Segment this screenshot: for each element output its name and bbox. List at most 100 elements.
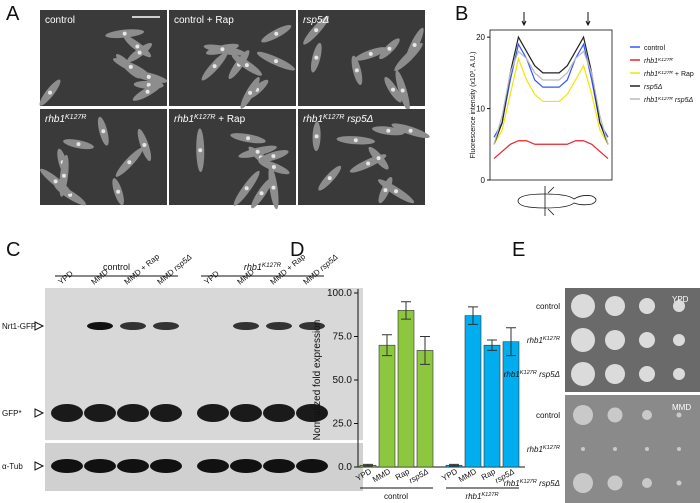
label-part: rhb1 <box>504 370 520 379</box>
panel-label: E <box>512 239 525 261</box>
colony-spot <box>642 478 652 488</box>
vacuole <box>366 161 371 166</box>
trace <box>493 42 609 138</box>
label-part: control <box>103 262 130 272</box>
band-label: α-Tub <box>2 462 23 471</box>
label-part: rhb1 <box>527 445 543 454</box>
label-part: control <box>644 45 665 52</box>
label-part: rhb1 <box>644 71 658 78</box>
vacuole <box>128 64 133 69</box>
label-part: rhb1 <box>527 336 543 345</box>
vacuole <box>212 64 217 69</box>
vacuole <box>142 142 147 147</box>
band <box>117 459 149 473</box>
vacuole <box>146 82 151 87</box>
label-part: + Rap <box>215 114 245 125</box>
label-part: rsp5Δ <box>344 114 373 125</box>
vacuole <box>271 154 276 159</box>
colony-spot <box>673 334 685 346</box>
bar <box>502 341 520 468</box>
lane-label: MMD rsp5Δ <box>156 252 194 286</box>
lane-label: YPD <box>203 269 222 287</box>
trace <box>493 140 609 160</box>
colony-spot <box>676 480 682 486</box>
band-marker <box>34 408 45 418</box>
error-bar <box>401 301 411 320</box>
x-tick-label: YPD <box>440 467 459 483</box>
vacuole <box>376 156 381 161</box>
vacuole <box>383 188 388 193</box>
vacuole <box>408 128 413 133</box>
error-bar <box>506 327 516 357</box>
colony-spot <box>676 412 682 418</box>
image-label: rsp5Δ <box>303 15 329 26</box>
band <box>230 459 262 473</box>
label-part: YPD <box>57 269 76 287</box>
colony-spot <box>673 368 685 380</box>
medium-label: YPD <box>672 295 689 304</box>
bar <box>397 310 415 468</box>
plot-frame <box>489 29 613 181</box>
vacuole <box>271 185 276 190</box>
strain-label: control <box>536 302 560 311</box>
label-part: rsp5Δ <box>537 370 560 379</box>
vacuole <box>137 50 142 55</box>
colony-spot <box>645 447 649 451</box>
cell-schematic <box>517 186 597 216</box>
label-part: MMD <box>457 467 478 484</box>
label-part: K127R <box>520 370 537 376</box>
vacuole <box>101 129 106 134</box>
label-part: rsp5Δ <box>644 84 663 91</box>
colony-spot <box>607 407 623 423</box>
label-part: rhb1 <box>244 262 262 272</box>
label-part: rhb1 <box>45 114 65 125</box>
band <box>299 322 325 330</box>
group-label: control <box>103 262 130 272</box>
image-label: control + Rap <box>174 15 234 26</box>
colony-spot <box>673 300 685 312</box>
vacuole <box>314 28 319 33</box>
error-bar <box>487 339 497 351</box>
label-part: control <box>384 492 408 501</box>
vacuole <box>220 47 225 52</box>
label-part: K127R <box>658 70 673 76</box>
vacuole <box>116 189 121 194</box>
bar <box>416 350 434 468</box>
band-label: Nrt1-GFP <box>2 322 36 331</box>
vacuole <box>68 192 73 197</box>
colony-spot <box>605 364 625 384</box>
strain-label: rhb1K127R <box>527 336 560 345</box>
colony-spot <box>605 296 625 316</box>
bar <box>464 315 482 468</box>
arrow <box>585 12 591 27</box>
vacuole <box>255 149 260 154</box>
arrow <box>521 12 527 27</box>
label-part: rsp5Δ <box>303 15 329 26</box>
medium-label: MMD <box>672 403 691 412</box>
colony-spot <box>642 410 652 420</box>
vacuole <box>314 55 319 60</box>
vacuole <box>386 128 391 133</box>
vacuole <box>48 90 53 95</box>
label-part: rhb1 <box>644 58 658 65</box>
vacuole <box>391 87 396 92</box>
band <box>51 459 83 473</box>
x-tick-label: MMD <box>457 467 478 484</box>
label-part: K127R <box>543 445 560 451</box>
bar <box>378 344 396 468</box>
vacuole <box>244 63 249 68</box>
label-part: rsp5Δ <box>172 252 194 272</box>
vacuole <box>368 51 373 56</box>
colony-spot <box>573 473 593 493</box>
legend-label: control <box>644 45 665 52</box>
label-part: rhb1 <box>644 97 658 104</box>
vacuole <box>248 90 253 95</box>
vacuole <box>145 89 150 94</box>
strain-label: control <box>536 411 560 420</box>
colony-spot <box>571 362 595 386</box>
band <box>87 322 113 330</box>
label-part: K127R <box>658 57 673 63</box>
vacuole <box>354 68 359 73</box>
label-part: K127R <box>543 336 560 342</box>
